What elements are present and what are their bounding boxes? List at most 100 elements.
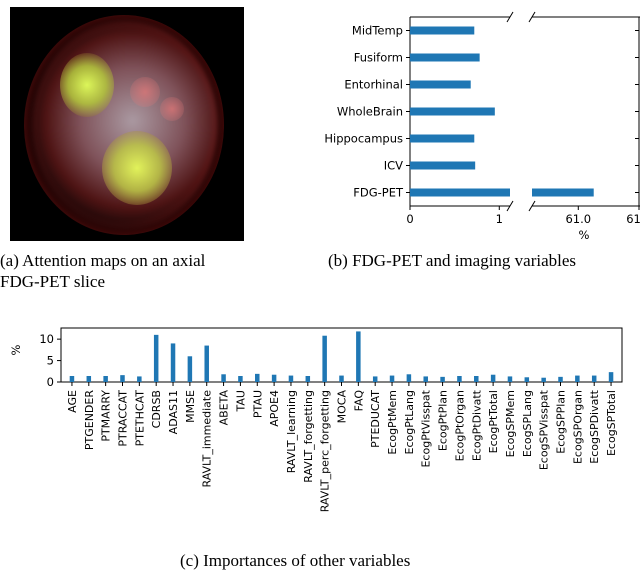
x-tick-label: EcogSPDivatt [588,389,601,463]
bar [406,374,412,382]
bar [187,356,193,382]
bar [322,335,327,382]
axis-break-mark [506,200,514,212]
bar [204,345,209,382]
y-tick-label: 5 [47,354,54,368]
x-tick-label: EcogPtTotal [487,390,500,453]
x-tick-label: EcogSPOrgan [571,390,584,464]
bar [221,374,226,382]
x-tick-label: EcogSPLang [521,390,534,457]
x-tick-label: PTRACCAT [116,390,129,447]
x-tick-label: PTMARRY [100,390,113,442]
pet-hotspot-left [60,53,114,117]
imaging-variables-chart: MidTemp Fusiform Entorhinal WholeBrain Hippo… [324,11,640,242]
x-tick-label: PTETHCAT [133,390,146,447]
bar [271,374,277,382]
bar-continued [532,188,594,197]
x-tick-label: CDRSB [150,390,163,428]
x-tick-label: PTEDUCAT [369,390,382,448]
axis-break-mark [528,200,536,212]
bar [103,376,108,382]
bar [288,375,294,382]
x-tick-label: RAVLT_forgetting [302,390,315,483]
axis-break-mark [528,11,536,23]
x-tick-label: EcogSPPlan [555,390,568,454]
bar [457,376,462,382]
x-tick-label: PTAU [251,390,264,418]
caption-b: (b) FDG-PET and imaging variables [328,251,577,270]
x-tick-label: 61.2 [626,212,640,226]
bar [423,376,428,382]
x-tick-label: TAU [234,390,247,412]
bar [410,188,510,197]
x-tick-label: PTGENDER [83,390,96,450]
bar [153,334,159,382]
y-tick-label: MidTemp [352,24,403,38]
bar [440,376,445,382]
bar [541,377,546,382]
y-tick-label: Entorhinal [344,78,403,92]
x-tick-label: EcogPtLang [403,390,416,454]
x-tick-label: EcogPtVisspat [420,389,433,467]
pet-hotspot-minor [160,97,184,121]
bar [558,376,563,382]
bar [69,376,75,382]
x-tick-label: RAVLT_immediate [201,390,214,488]
x-tick-label: ABETA [218,390,231,426]
pet-hotspot-minor [130,77,160,107]
bar [137,376,142,382]
other-variables-chart: 0 5 10% AGE PTGENDER PTMARRY PTRACCAT PTETHCAT C… [9,327,623,512]
x-tick-label: 61.0 [565,212,591,226]
x-tick-label: EcogSPVisspat [538,389,551,470]
pet-hotspot-center [102,131,172,205]
bar [474,376,479,382]
bar [410,26,475,35]
y-tick-label: 10 [39,332,54,346]
y-tick-label: 0 [47,375,54,389]
y-tick-label: ICV [384,159,403,173]
x-tick-label: ADAS11 [167,390,180,434]
x-tick-label: EcogPtOrgan [453,390,466,461]
x-tick-label: EcogPtMem [386,390,399,455]
caption-c: (c) Importances of other variables [180,551,411,570]
bar [507,376,513,382]
x-tick-label: EcogPtDivatt [470,389,483,461]
x-tick-label: RAVLT_learning [285,390,298,473]
bar [238,376,243,382]
x-tick-label: AGE [66,390,79,413]
bar [575,375,580,382]
x-tick-label: EcogSPTotal [605,390,618,456]
y-tick-label: FDG-PET [353,186,404,200]
bar [389,375,395,382]
bar [356,331,361,382]
caption-a-line2: FDG-PET slice [0,272,105,291]
bar [608,372,614,382]
bar [372,376,378,382]
bar [170,343,176,382]
x-tick-label: MOCA [336,390,349,424]
bar [591,375,597,382]
bar [339,375,344,382]
pet-attention-map [10,7,244,241]
y-tick-label: WholeBrain [337,105,403,119]
x-tick-label: RAVLT_perc_forgetting [319,390,332,512]
bar [410,134,475,143]
x-tick-label: MMSE [184,390,197,423]
bar [120,375,125,382]
bar [305,376,311,382]
x-tick-label: 0 [406,212,413,226]
bar [410,53,480,62]
x-tick-label: EcogSPMem [504,390,517,457]
x-axis-label: % [579,228,590,242]
x-tick-label: FAQ [352,390,365,412]
y-tick-label: Hippocampus [324,132,403,146]
axis-break-mark [506,11,514,23]
x-tick-label: APOE4 [268,390,281,427]
plot-frame [60,327,623,383]
x-tick-label: 1 [496,212,503,226]
x-tick-label: EcogPtPlan [437,390,450,451]
bar [410,107,495,116]
bar [410,161,476,170]
y-axis-label: % [9,344,23,355]
bar [490,374,496,382]
